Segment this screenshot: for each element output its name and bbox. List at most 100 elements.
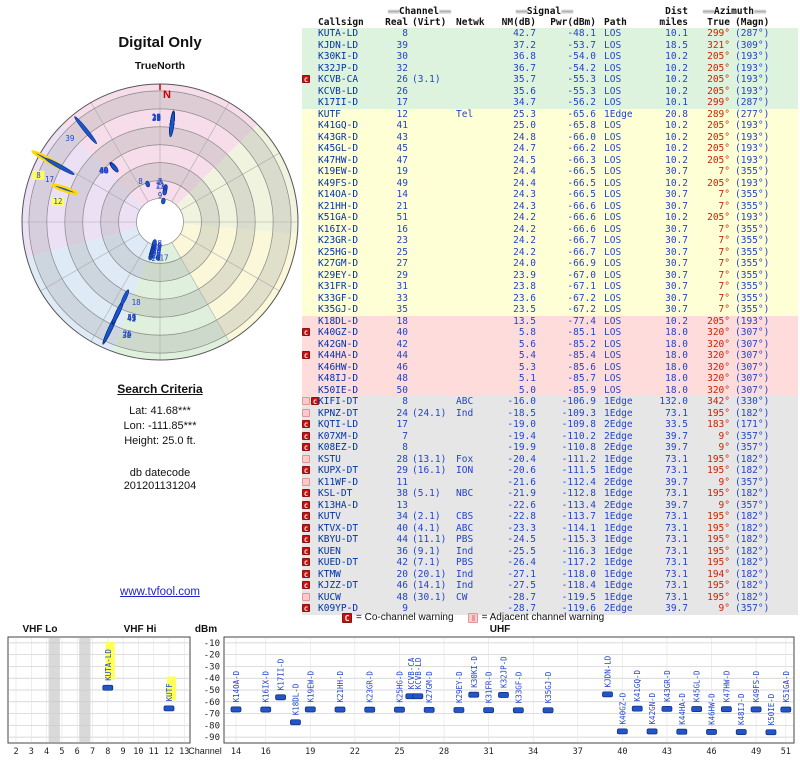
real-channel-cell: 28: [396, 453, 408, 465]
station-label: K44HA-D: [678, 693, 687, 725]
channel-group-header: ≡≡≡Channel≡≡≡: [387, 6, 452, 17]
path-cell: 1Edge: [604, 407, 633, 419]
miles-cell: 30.7: [665, 200, 688, 212]
co-channel-warning-icon: C: [302, 558, 310, 567]
co-channel-warning-icon: C: [302, 523, 310, 533]
true-azimuth-cell: 7°: [718, 189, 730, 200]
magnetic-azimuth-cell: (355°): [735, 246, 770, 258]
pwr-dbm-cell: -117.2: [561, 557, 596, 568]
polar-station-label: 46: [153, 241, 163, 250]
co-channel-warning-icon: C: [302, 500, 310, 510]
nm-db-cell: -20.6: [507, 465, 536, 476]
co-channel-warning-icon: C: [302, 512, 310, 521]
miles-cell: 18.0: [665, 384, 688, 396]
path-cell: LOS: [604, 373, 622, 384]
miles-cell: 30.7: [665, 223, 688, 235]
true-azimuth-cell: 195°: [707, 488, 730, 499]
co-channel-warning-icon: C: [302, 75, 310, 84]
nm-db-cell: 5.0: [518, 384, 536, 396]
miles-cell: 30.7: [665, 258, 688, 269]
co-channel-warning-icon: C: [302, 328, 310, 337]
band-station: K43GR-D: [661, 670, 673, 712]
nm-db-cell: -19.9: [507, 442, 536, 453]
station-row: C KSL-DT 38 (5.1) NBC -21.9 -112.8 1Edge 73.1 195…: [302, 488, 798, 500]
pwr-dbm-cell: -54.2: [567, 62, 596, 74]
station-row: C KCVB-CA 26 (3.1) 35.7 -55.3 LOS 10.2 205° (193°…: [302, 74, 798, 86]
nm-db-cell: 24.3: [513, 200, 536, 212]
polar-station-label: 33: [152, 114, 161, 123]
station-row: K42GN-D 42 5.6 -85.2 LOS 18.0 320° (307°): [302, 338, 798, 350]
virtual-channel-cell: [408, 419, 454, 431]
station-row: KSTU 28 (13.1) Fox -20.4 -111.2 1Edge 73.1 195° (…: [302, 453, 798, 465]
station-row: C KUED-DT 42 (7.1) PBS -26.4 -117.2 1Edge 73.1 19…: [302, 557, 798, 569]
real-channel-cell: 44: [396, 350, 408, 361]
real-channel-cell: 12: [396, 108, 408, 120]
warning-markers: C: [302, 465, 318, 477]
path-cell: LOS: [604, 304, 622, 315]
station-row: K46HW-D 46 5.3 -85.6 LOS 18.0 320° (307°): [302, 361, 798, 373]
miles-cell: 18.0: [665, 350, 688, 361]
path-cell: 1Edge: [604, 580, 633, 591]
warning-markers: C: [302, 74, 318, 86]
polar-label-highlight: [51, 196, 64, 206]
tvfool-link[interactable]: www.tvfool.com: [120, 586, 200, 598]
warning-markers: [302, 281, 318, 293]
station-label: K25HG-D: [395, 671, 404, 703]
channel-tick-label: 19: [305, 747, 315, 757]
station-row: C KJZZ-DT 46 (14.1) Ind -27.5 -118.4 1Edge 73.1 1…: [302, 580, 798, 592]
station-label: KUTF: [165, 683, 174, 702]
callsign-cell: K18DL-D: [318, 315, 359, 327]
true-azimuth-cell: 205°: [707, 212, 730, 223]
miles-cell: 73.1: [665, 580, 688, 591]
station-row: K29EY-D 29 23.9 -67.0 LOS 30.7 7° (355°): [302, 269, 798, 281]
dbm-tick-label: -30: [204, 662, 220, 672]
polar-station-label: 25: [152, 113, 161, 122]
station-marker: [260, 706, 272, 713]
polar-station-label: 43: [127, 314, 136, 323]
db-datecode-label: db datecode: [129, 467, 191, 479]
polar-station-label: 46: [99, 166, 109, 175]
pwr-dbm-cell: -66.5: [567, 166, 596, 177]
real-channel-cell: 39: [396, 39, 408, 51]
magnetic-azimuth-cell: (193°): [735, 120, 770, 131]
real-channel-cell: 32: [396, 62, 408, 74]
warning-markers: [302, 212, 318, 224]
pwr-dbm-cell: -56.2: [567, 97, 596, 108]
band-station: K42GN-D: [646, 692, 658, 735]
pwr-dbm-header: Pwr(dBm): [550, 17, 596, 28]
callsign-cell: K07XM-D: [318, 430, 359, 442]
station-row: K32JP-D 32 36.7 -54.2 LOS 10.2 205° (193°): [302, 62, 798, 74]
path-cell: LOS: [604, 177, 622, 189]
height-value: Height: 25.0 ft.: [124, 435, 196, 447]
station-row: K23GR-D 23 24.2 -66.7 LOS 30.7 7° (355°): [302, 235, 798, 247]
network-cell: [454, 419, 492, 431]
station-marker: [364, 706, 376, 713]
network-cell: [454, 235, 492, 247]
polar-station-label: 29: [152, 113, 161, 122]
station-marker: [602, 691, 613, 698]
pwr-dbm-cell: -67.0: [567, 269, 596, 281]
magnetic-azimuth-cell: (193°): [735, 74, 770, 85]
pwr-dbm-cell: -53.7: [567, 39, 596, 51]
real-channel-cell: 33: [396, 292, 408, 304]
warning-markers: [302, 304, 318, 316]
co-channel-warning-icon: C: [302, 466, 310, 475]
miles-header: miles: [659, 17, 688, 28]
miles-cell: 10.2: [665, 120, 688, 131]
polar-station-label: 30: [122, 331, 132, 340]
miles-cell: 10.2: [665, 51, 688, 62]
magnetic-azimuth-cell: (355°): [735, 200, 770, 212]
network-cell: [454, 212, 492, 224]
true-azimuth-cell: 7°: [718, 269, 730, 281]
station-row: KCVB-LD 26 35.6 -55.3 LOS 10.2 205° (193°): [302, 85, 798, 97]
station-label-highlight: [105, 641, 115, 680]
band-station: K21HH-D: [334, 670, 346, 713]
network-cell: [454, 178, 492, 190]
band-station: K16IX-D: [260, 670, 272, 713]
true-azimuth-cell: 194°: [707, 568, 730, 580]
station-marker: [290, 719, 301, 726]
true-azimuth-cell: 183°: [707, 419, 730, 430]
pwr-dbm-cell: -66.6: [567, 212, 596, 223]
co-channel-warning-icon: C: [302, 535, 310, 544]
magnetic-azimuth-cell: (357°): [735, 476, 770, 488]
